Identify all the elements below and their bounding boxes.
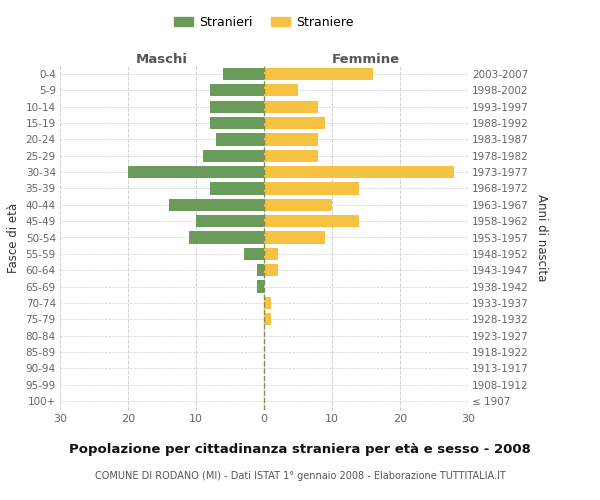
Bar — [264, 150, 319, 162]
Bar — [209, 117, 264, 129]
Text: Popolazione per cittadinanza straniera per età e sesso - 2008: Popolazione per cittadinanza straniera p… — [69, 442, 531, 456]
Bar — [264, 84, 298, 96]
Bar — [189, 232, 264, 243]
Text: COMUNE DI RODANO (MI) - Dati ISTAT 1° gennaio 2008 - Elaborazione TUTTITALIA.IT: COMUNE DI RODANO (MI) - Dati ISTAT 1° ge… — [95, 471, 505, 481]
Bar — [264, 68, 373, 80]
Bar — [217, 134, 264, 145]
Text: Maschi: Maschi — [136, 53, 188, 66]
Bar — [257, 280, 264, 292]
Bar — [223, 68, 264, 80]
Y-axis label: Anni di nascita: Anni di nascita — [535, 194, 548, 281]
Bar — [264, 297, 271, 309]
Bar — [128, 166, 264, 178]
Bar — [203, 150, 264, 162]
Bar — [169, 198, 264, 211]
Bar — [264, 264, 278, 276]
Bar — [264, 134, 319, 145]
Bar — [264, 248, 278, 260]
Bar — [264, 166, 454, 178]
Bar — [264, 232, 325, 243]
Bar — [264, 117, 325, 129]
Bar — [264, 313, 271, 326]
Bar — [264, 215, 359, 228]
Bar — [196, 215, 264, 228]
Bar — [209, 84, 264, 96]
Legend: Stranieri, Straniere: Stranieri, Straniere — [174, 16, 354, 29]
Bar — [264, 100, 319, 113]
Y-axis label: Fasce di età: Fasce di età — [7, 202, 20, 272]
Bar — [257, 264, 264, 276]
Bar — [209, 182, 264, 194]
Bar — [244, 248, 264, 260]
Text: Femmine: Femmine — [332, 53, 400, 66]
Bar — [209, 100, 264, 113]
Bar — [264, 182, 359, 194]
Bar — [264, 198, 332, 211]
